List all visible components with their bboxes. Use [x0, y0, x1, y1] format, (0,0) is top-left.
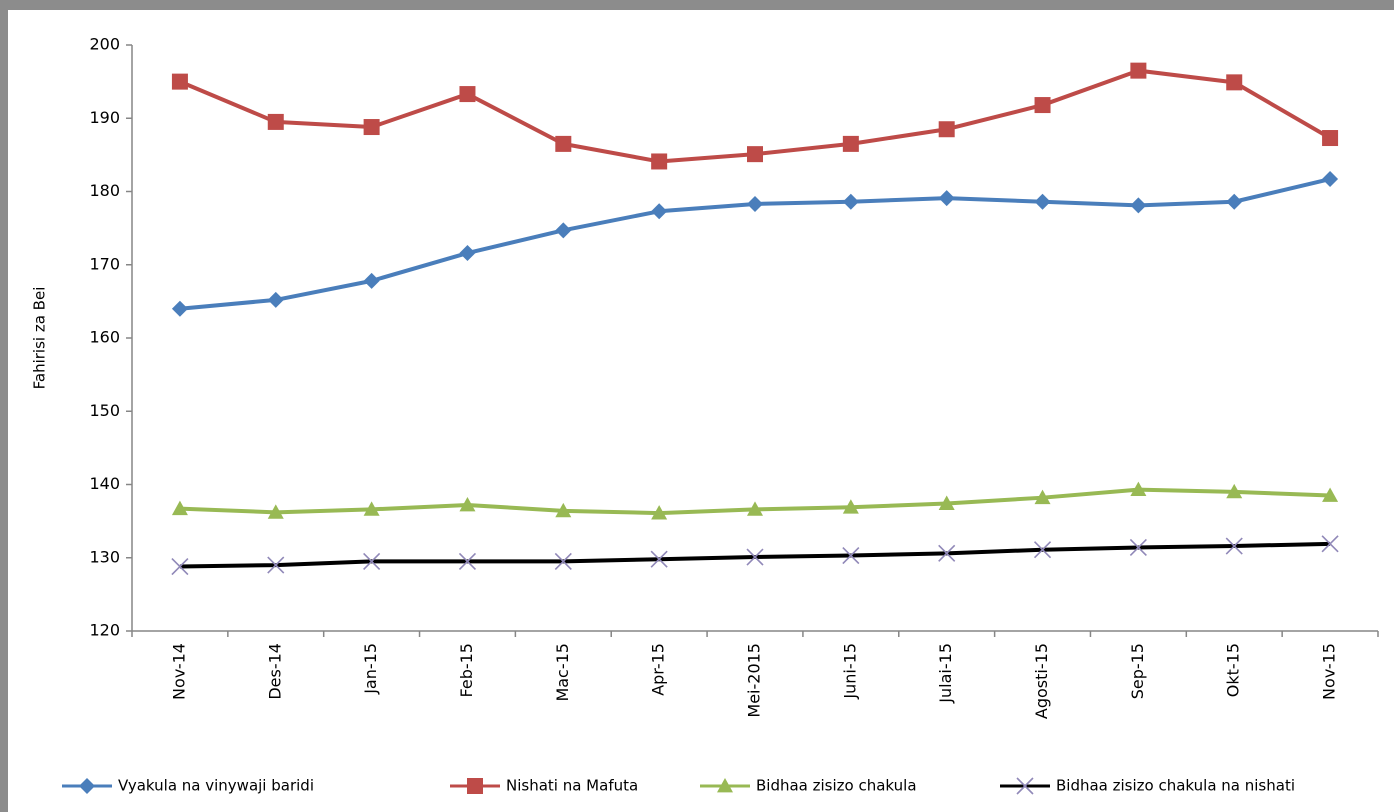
data-point [1226, 483, 1243, 499]
data-point [171, 557, 189, 576]
data-point [171, 300, 188, 317]
legend-marker [467, 778, 483, 794]
x-tick-label: Agosti-15 [1032, 643, 1051, 719]
x-tick-label: Okt-15 [1224, 643, 1243, 697]
legend-marker [717, 778, 733, 793]
data-point [459, 497, 476, 512]
y-tick-label: 150 [89, 401, 120, 420]
data-point [458, 552, 477, 570]
data-point [1033, 541, 1052, 559]
data-point [363, 501, 380, 516]
data-point [1322, 130, 1339, 147]
data-point [746, 548, 764, 566]
data-point [555, 222, 572, 239]
data-point [747, 195, 763, 212]
data-point [938, 121, 955, 138]
data-point [1130, 481, 1147, 497]
data-point [363, 272, 380, 289]
x-tick-label: Mei-2015 [745, 643, 764, 718]
data-point [1034, 97, 1051, 114]
data-point [1130, 62, 1147, 79]
data-point [1034, 193, 1051, 210]
data-point [1226, 74, 1243, 91]
data-point [747, 146, 763, 163]
data-point [938, 495, 955, 510]
data-point [363, 552, 381, 570]
data-point [842, 193, 859, 210]
data-point [363, 119, 380, 136]
x-tick-label: Jan-15 [361, 643, 380, 695]
data-point [651, 153, 668, 170]
data-point [459, 245, 476, 262]
data-point [842, 499, 859, 514]
data-point [1322, 487, 1339, 502]
data-point [1321, 535, 1339, 553]
data-point [459, 86, 476, 103]
data-point [1034, 489, 1051, 505]
y-tick-label: 130 [89, 547, 120, 566]
data-point [555, 135, 572, 152]
x-tick-label: Des-14 [265, 643, 284, 700]
data-point [1130, 197, 1147, 214]
x-tick-label: Feb-15 [457, 643, 476, 697]
data-point [938, 190, 955, 207]
data-point [171, 500, 188, 516]
x-tick-label: Sep-15 [1128, 643, 1147, 699]
y-tick-label: 200 [89, 35, 120, 54]
y-axis-label: Fahirisi za Bei [31, 287, 49, 390]
legend-marker [79, 778, 95, 794]
data-point [842, 135, 859, 152]
x-tick-label: Apr-15 [649, 643, 668, 696]
data-point [554, 552, 572, 570]
data-point [842, 546, 860, 565]
legend-label: Bidhaa zisizo chakula [756, 777, 917, 795]
x-tick-label: Juni-15 [840, 643, 859, 700]
y-tick-label: 120 [89, 621, 120, 640]
y-tick-label: 180 [89, 181, 120, 200]
legend-label: Bidhaa zisizo chakula na nishati [1056, 777, 1295, 795]
data-point [171, 73, 188, 90]
legend-marker [1016, 777, 1034, 795]
data-point [1129, 538, 1147, 557]
data-point [555, 502, 572, 518]
data-point [650, 550, 668, 568]
y-tick-label: 160 [89, 328, 120, 347]
x-tick-label: Nov-15 [1320, 643, 1339, 700]
legend-label: Nishati na Mafuta [506, 777, 638, 795]
data-point [1322, 171, 1339, 188]
x-tick-label: Nov-14 [169, 643, 188, 700]
data-point [938, 544, 956, 562]
legend-label: Vyakula na vinywaji baridi [118, 777, 314, 795]
data-point [1226, 193, 1243, 210]
y-tick-label: 170 [89, 254, 120, 273]
frame-inner [8, 10, 1394, 812]
x-tick-label: Mac-15 [553, 643, 572, 702]
data-point [1225, 537, 1243, 555]
data-point [651, 203, 668, 220]
y-tick-label: 140 [89, 474, 120, 493]
data-point [267, 113, 284, 130]
x-tick-label: Julai-15 [936, 643, 955, 704]
data-point [267, 504, 284, 519]
y-tick-label: 190 [89, 108, 120, 127]
data-point [747, 501, 763, 516]
data-point [651, 505, 668, 520]
data-point [267, 291, 284, 308]
data-point [267, 556, 285, 574]
